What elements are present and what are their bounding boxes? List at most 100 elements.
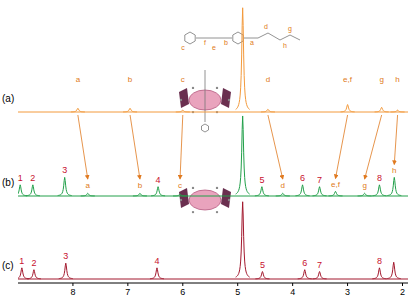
structure-label: c bbox=[181, 44, 185, 51]
peak-label: 4 bbox=[154, 256, 159, 266]
peak-label: 7 bbox=[317, 260, 322, 270]
structure-label: b bbox=[224, 39, 228, 46]
peak bbox=[176, 110, 190, 112]
peak-label: 2 bbox=[30, 173, 35, 183]
peak-label: 7 bbox=[317, 175, 322, 185]
x-tick-label: 5 bbox=[235, 287, 240, 297]
peak bbox=[372, 185, 386, 196]
x-tick-label: 7 bbox=[125, 287, 130, 297]
x-tick-label: 8 bbox=[70, 287, 75, 297]
peak-label: a bbox=[86, 181, 91, 190]
structures bbox=[179, 32, 300, 213]
structure-label: e bbox=[212, 44, 216, 51]
spectrum bbox=[18, 116, 408, 196]
peak-label: 6 bbox=[300, 173, 305, 183]
spectrum bbox=[18, 202, 408, 279]
shift-arrow bbox=[335, 115, 347, 178]
peak-label: d bbox=[281, 181, 285, 190]
peak bbox=[261, 109, 275, 112]
peak bbox=[236, 202, 250, 277]
shift-arrow bbox=[78, 115, 88, 179]
peak bbox=[387, 177, 401, 195]
peak bbox=[173, 194, 187, 196]
peak bbox=[296, 185, 310, 196]
atom bbox=[180, 199, 182, 201]
peak-label: 4 bbox=[156, 175, 161, 185]
x-axis bbox=[18, 283, 408, 284]
peak-label: g bbox=[379, 75, 383, 84]
peak bbox=[59, 263, 73, 278]
baseline bbox=[18, 112, 408, 113]
chart: cfebadgh8765432(a)abcde,fgh(b)123ab4c5d6… bbox=[0, 0, 414, 298]
peak bbox=[372, 268, 386, 279]
spectrum bbox=[18, 8, 408, 112]
peak-label: d bbox=[266, 75, 270, 84]
peak bbox=[313, 272, 327, 279]
atom bbox=[228, 99, 230, 101]
x-tick-label: 2 bbox=[400, 287, 405, 297]
host-wall bbox=[221, 88, 231, 108]
peak bbox=[276, 193, 290, 196]
peak-label: a bbox=[76, 75, 81, 84]
shift-arrow bbox=[268, 115, 283, 179]
host-wall bbox=[179, 88, 189, 108]
ring bbox=[202, 124, 209, 132]
ring bbox=[185, 32, 195, 44]
peak bbox=[18, 185, 27, 196]
peak-label: 1 bbox=[19, 256, 24, 266]
peak bbox=[358, 193, 372, 196]
peak-label: c bbox=[181, 75, 185, 84]
peak-label: h bbox=[395, 75, 399, 84]
spectrum-label: (a) bbox=[2, 93, 14, 104]
x-tick bbox=[292, 283, 293, 286]
peak-label: b bbox=[128, 75, 133, 84]
x-tick bbox=[72, 283, 73, 286]
peak bbox=[298, 270, 312, 279]
peak bbox=[71, 108, 85, 112]
peak-label: 2 bbox=[31, 258, 36, 268]
peak-label: e,f bbox=[331, 180, 341, 189]
peak bbox=[27, 270, 41, 279]
x-tick bbox=[182, 283, 183, 286]
peak bbox=[375, 107, 389, 112]
atom bbox=[216, 211, 218, 213]
spectrum-label: (b) bbox=[2, 177, 14, 188]
atom bbox=[180, 99, 182, 101]
peak bbox=[150, 268, 164, 279]
peak bbox=[123, 108, 137, 112]
peak-label: 5 bbox=[259, 175, 264, 185]
peak-label: 1 bbox=[18, 173, 23, 183]
baseline bbox=[18, 196, 408, 197]
shift-arrow bbox=[180, 115, 183, 179]
peak bbox=[18, 268, 29, 279]
structure-label: a bbox=[250, 39, 254, 46]
peak-label: 8 bbox=[377, 256, 382, 266]
peak bbox=[255, 272, 269, 279]
guest-chain bbox=[205, 70, 206, 122]
peak-label: g bbox=[362, 181, 366, 190]
atom bbox=[216, 87, 218, 89]
shift-arrow bbox=[130, 115, 140, 179]
x-tick bbox=[237, 283, 238, 286]
host-wall bbox=[179, 188, 189, 208]
structure-label: d bbox=[264, 23, 268, 30]
peak bbox=[391, 110, 405, 112]
peak-label: 5 bbox=[260, 260, 265, 270]
peak-label: b bbox=[138, 181, 143, 190]
x-tick-label: 4 bbox=[290, 287, 295, 297]
atom bbox=[192, 211, 194, 213]
x-tick bbox=[347, 283, 348, 286]
baseline bbox=[18, 279, 408, 280]
x-tick bbox=[127, 283, 128, 286]
structure-label: g bbox=[288, 25, 292, 33]
peak-label: 3 bbox=[62, 165, 67, 175]
peak bbox=[151, 187, 165, 196]
peak-label: 6 bbox=[302, 258, 307, 268]
shift-arrow bbox=[365, 115, 382, 179]
atom bbox=[192, 87, 194, 89]
peak bbox=[133, 193, 147, 196]
atom bbox=[228, 199, 230, 201]
x-tick-label: 3 bbox=[345, 287, 350, 297]
peak-label: 8 bbox=[377, 173, 382, 183]
peak-label: 3 bbox=[63, 251, 68, 261]
